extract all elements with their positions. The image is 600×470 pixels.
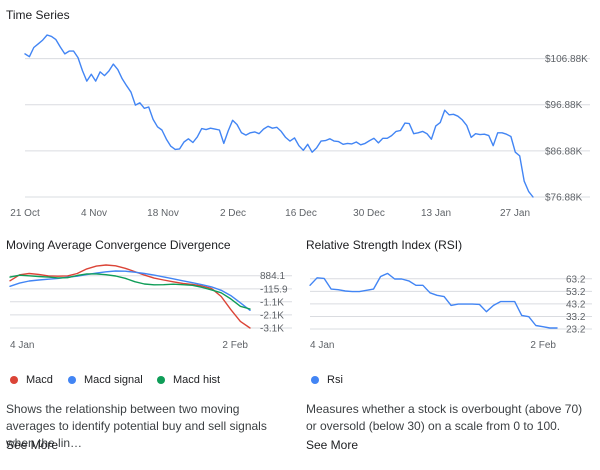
x-tick-label: 4 Jan: [310, 340, 334, 351]
macd-see-more-link[interactable]: See More: [6, 438, 59, 452]
legend-macd-hist-dot: [157, 376, 165, 384]
x-tick-label: 27 Jan: [500, 208, 530, 219]
rsi-description: Measures whether a stock is overbought (…: [306, 402, 583, 433]
y-tick-label: 63.2: [566, 274, 586, 285]
legend-macd-signal: Macd signal: [68, 374, 143, 386]
rsi-title: Relative Strength Index (RSI): [306, 238, 463, 252]
legend-rsi: Rsi: [311, 374, 343, 386]
time-series-title: Time Series: [6, 8, 70, 22]
macd-title: Moving Average Convergence Divergence: [6, 238, 231, 252]
time-series-chart: $106.88K $96.88K $86.88K $76.88K 21 Oct 4 Nov…: [10, 34, 590, 219]
y-tick-label: $106.88K: [545, 54, 588, 65]
y-tick-label: 23.2: [566, 325, 586, 336]
x-tick-label: 2 Dec: [220, 208, 246, 219]
series-line-macd-signal: [9, 270, 251, 311]
y-tick-label: -115.9: [260, 284, 288, 295]
x-tick-label: 18 Nov: [147, 208, 179, 219]
x-tick-label: 2 Feb: [530, 340, 556, 351]
legend-macd-signal-label: Macd signal: [84, 374, 143, 386]
x-tick-label: 13 Jan: [421, 208, 451, 219]
x-tick-label: 30 Dec: [353, 208, 385, 219]
x-tick-label: 2 Feb: [222, 340, 248, 351]
legend-macd-hist: Macd hist: [157, 374, 220, 386]
legend-macd-signal-dot: [68, 376, 76, 384]
series-line-price: [24, 34, 534, 198]
y-tick-label: -2.1K: [260, 310, 284, 321]
y-tick-label: 43.2: [566, 299, 586, 310]
legend-macd-label: Macd: [26, 374, 53, 386]
macd-description: Shows the relationship between two movin…: [6, 402, 267, 450]
y-tick-label: 884.1: [260, 271, 285, 282]
macd-chart: 884.1 -115.9 -1.1K -2.1K -3.1K 4 Jan 2 Feb: [9, 264, 292, 351]
y-tick-label: 53.2: [566, 287, 586, 298]
x-tick-label: 21 Oct: [10, 208, 40, 219]
legend-macd-hist-label: Macd hist: [173, 374, 221, 386]
series-line-macd-hist: [9, 273, 251, 310]
x-tick-label: 4 Nov: [81, 208, 107, 219]
legend-macd: Macd: [10, 374, 53, 386]
series-line-rsi: [309, 272, 558, 329]
y-tick-label: -1.1K: [260, 297, 284, 308]
legend-macd-dot: [10, 376, 18, 384]
y-tick-label: 33.2: [566, 312, 586, 323]
y-tick-label: -3.1K: [260, 324, 284, 335]
rsi-chart: 63.2 53.243.2 33.2 23.2 4 Jan 2 Feb: [309, 272, 592, 351]
y-tick-label: $86.88K: [545, 146, 583, 157]
legend-rsi-label: Rsi: [327, 374, 343, 386]
y-tick-label: $76.88K: [545, 193, 583, 204]
y-tick-label: $96.88K: [545, 100, 583, 111]
legend-rsi-dot: [311, 376, 319, 384]
x-tick-label: 16 Dec: [285, 208, 317, 219]
series-line-macd: [9, 264, 251, 329]
rsi-see-more-link[interactable]: See More: [306, 438, 359, 452]
x-tick-label: 4 Jan: [10, 340, 34, 351]
